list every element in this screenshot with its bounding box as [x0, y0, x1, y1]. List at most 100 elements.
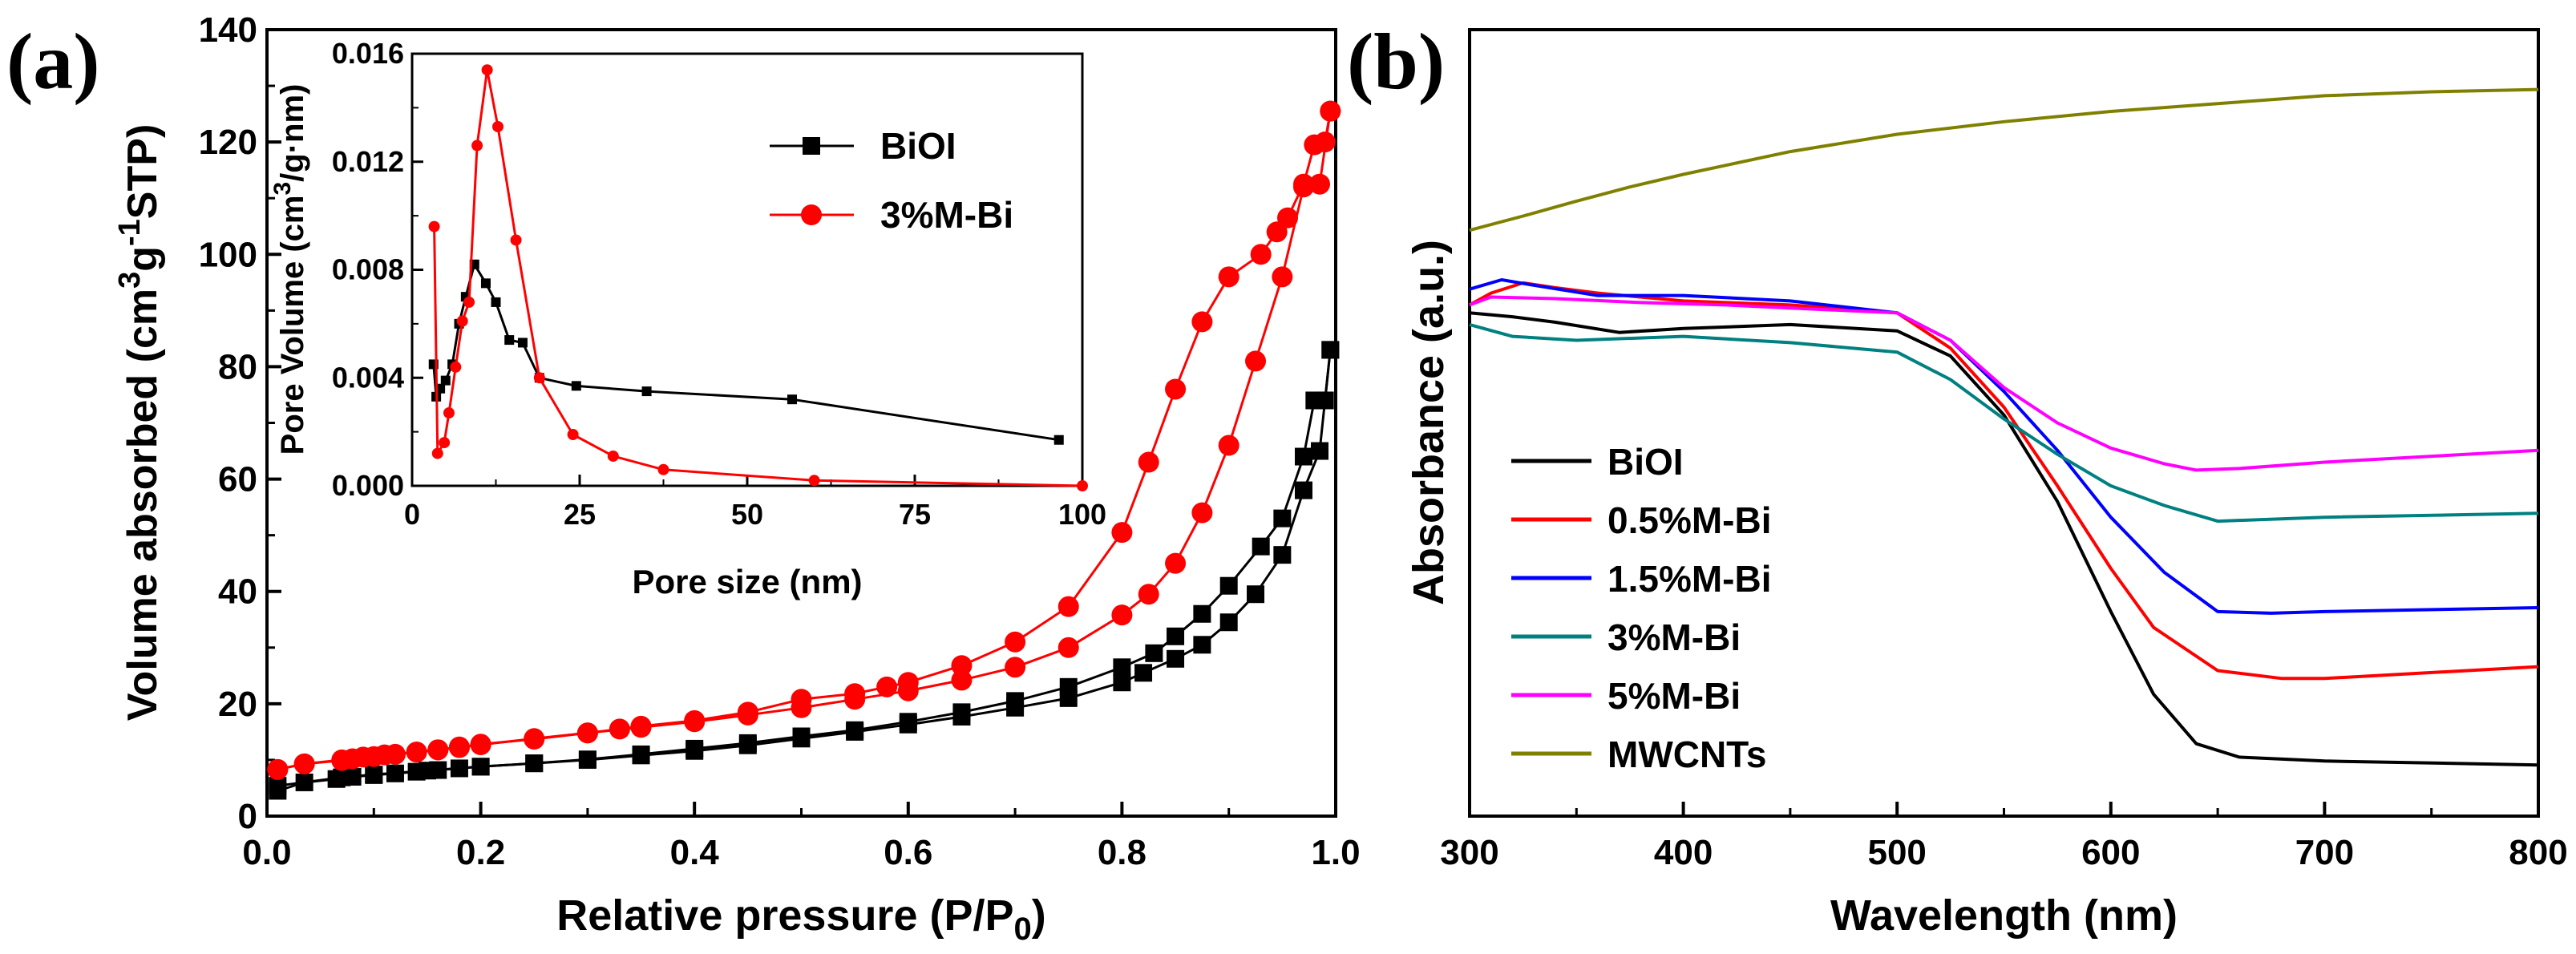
- data-point: [471, 139, 483, 152]
- data-point: [1252, 537, 1270, 556]
- y-tick-label-inset: 0.012: [332, 145, 404, 178]
- data-point: [1111, 604, 1133, 626]
- data-point: [1134, 664, 1153, 682]
- y-tick-label-inset: 0.004: [332, 361, 404, 394]
- data-point: [897, 672, 919, 693]
- data-point: [1245, 350, 1267, 372]
- y-tick-label-inset: 0.000: [332, 469, 404, 502]
- data-point: [406, 742, 427, 763]
- legend-b: BiOI 0.5%M-Bi 1.5%M-Bi 3%M-Bi 5%M-Bi MWCNTs: [1511, 441, 1771, 775]
- y-tick-label-a: 120: [199, 123, 257, 162]
- legend-a: BiOI 3%M-Bi: [770, 125, 1013, 236]
- data-point: [876, 676, 898, 697]
- x-tick-label-inset: 25: [564, 498, 596, 531]
- y-tick-label-a: 60: [218, 460, 257, 499]
- data-point: [1321, 341, 1340, 359]
- data-point: [1273, 546, 1292, 564]
- data-point: [443, 407, 455, 419]
- y-axis-label-inset: Pore Volume (cm3/g·nm): [269, 84, 311, 455]
- data-point: [492, 120, 504, 132]
- data-point: [1218, 266, 1239, 288]
- data-point: [269, 777, 287, 795]
- x-tick-label-inset: 0: [404, 498, 420, 531]
- x-tick-label-b: 700: [2295, 833, 2354, 872]
- data-point: [431, 447, 443, 459]
- legend-label: BiOI: [880, 125, 956, 167]
- data-point: [607, 450, 619, 462]
- data-point: [791, 689, 812, 710]
- data-point: [365, 766, 383, 784]
- data-point: [1167, 627, 1185, 645]
- y-tick-label-a: 140: [199, 10, 257, 50]
- x-axis-label-a: Relative pressure (P/P0): [556, 891, 1046, 947]
- legend-label: BiOI: [1607, 441, 1684, 483]
- legend-marker: [801, 204, 822, 225]
- series-b-5pct-m-bi: [1469, 295, 2539, 472]
- y-tick-label-a: 0: [238, 797, 257, 836]
- series-a-bioi: [269, 341, 1340, 800]
- data-point: [737, 701, 758, 723]
- data-point: [1006, 692, 1025, 710]
- data-point: [448, 737, 470, 758]
- y-tick-label-inset: 0.016: [332, 37, 404, 70]
- legend-label: 3%M-Bi: [1607, 616, 1741, 658]
- legend-label: 5%M-Bi: [1607, 675, 1741, 717]
- y-tick-label-inset: 0.008: [332, 253, 404, 286]
- data-point: [1266, 221, 1288, 243]
- data-point: [1057, 637, 1079, 658]
- legend-label: 3%M-Bi: [880, 194, 1013, 236]
- data-point: [632, 745, 650, 763]
- x-tick-label-b: 300: [1440, 833, 1498, 872]
- data-point: [951, 669, 973, 691]
- data-point: [1053, 435, 1064, 445]
- y-axis-label-b: Absorbance (a.u.): [1405, 240, 1453, 605]
- data-point: [491, 297, 501, 307]
- data-point: [1138, 584, 1159, 605]
- x-tick-label-b: 500: [1867, 833, 1926, 872]
- data-point: [1218, 435, 1239, 456]
- data-point: [641, 386, 652, 397]
- data-point: [463, 296, 475, 308]
- data-point: [808, 475, 820, 487]
- data-point: [471, 758, 490, 776]
- data-point: [524, 729, 545, 750]
- data-point: [525, 754, 544, 773]
- x-tick-label-inset: 75: [899, 498, 931, 531]
- legend-label: 1.5%M-Bi: [1607, 558, 1771, 600]
- data-point: [333, 768, 351, 786]
- data-point: [1309, 173, 1331, 195]
- data-point: [293, 753, 315, 774]
- data-point: [1273, 509, 1292, 528]
- x-tick-label-inset: 50: [731, 498, 763, 531]
- series-b-mwcnts: [1469, 87, 2539, 232]
- panel-b-chart: 300 400 500 600 700 800 Wavelength (nm) Absorba…: [1405, 28, 2568, 940]
- data-point: [1059, 677, 1078, 696]
- data-point: [1193, 604, 1211, 623]
- data-point: [517, 338, 528, 348]
- data-point: [1111, 522, 1133, 544]
- legend-label: 0.5%M-Bi: [1607, 499, 1771, 541]
- data-point: [787, 394, 798, 405]
- data-point: [1272, 266, 1293, 288]
- data-point: [1005, 631, 1026, 653]
- data-point: [1305, 391, 1324, 410]
- y-tick-label-a: 40: [218, 572, 257, 612]
- data-point: [571, 381, 581, 391]
- data-point: [1293, 173, 1315, 195]
- data-point: [684, 709, 706, 731]
- data-point: [1311, 442, 1329, 460]
- data-point: [1191, 311, 1213, 333]
- data-point: [1304, 134, 1325, 156]
- data-point: [470, 734, 491, 755]
- y-axis-label-a: Volume absorbed (cm3g-1STP): [113, 124, 166, 722]
- x-axis-label-b: Wavelength (nm): [1830, 891, 2178, 940]
- panel-label-a: (a): [6, 17, 100, 106]
- y-tick-label-a: 100: [199, 235, 257, 274]
- data-point: [533, 372, 545, 384]
- data-point: [510, 234, 522, 246]
- x-tick-label-a: 0.4: [670, 833, 720, 872]
- data-point: [1113, 673, 1131, 692]
- x-tick-label-a: 0.2: [456, 833, 505, 872]
- data-point: [450, 361, 462, 373]
